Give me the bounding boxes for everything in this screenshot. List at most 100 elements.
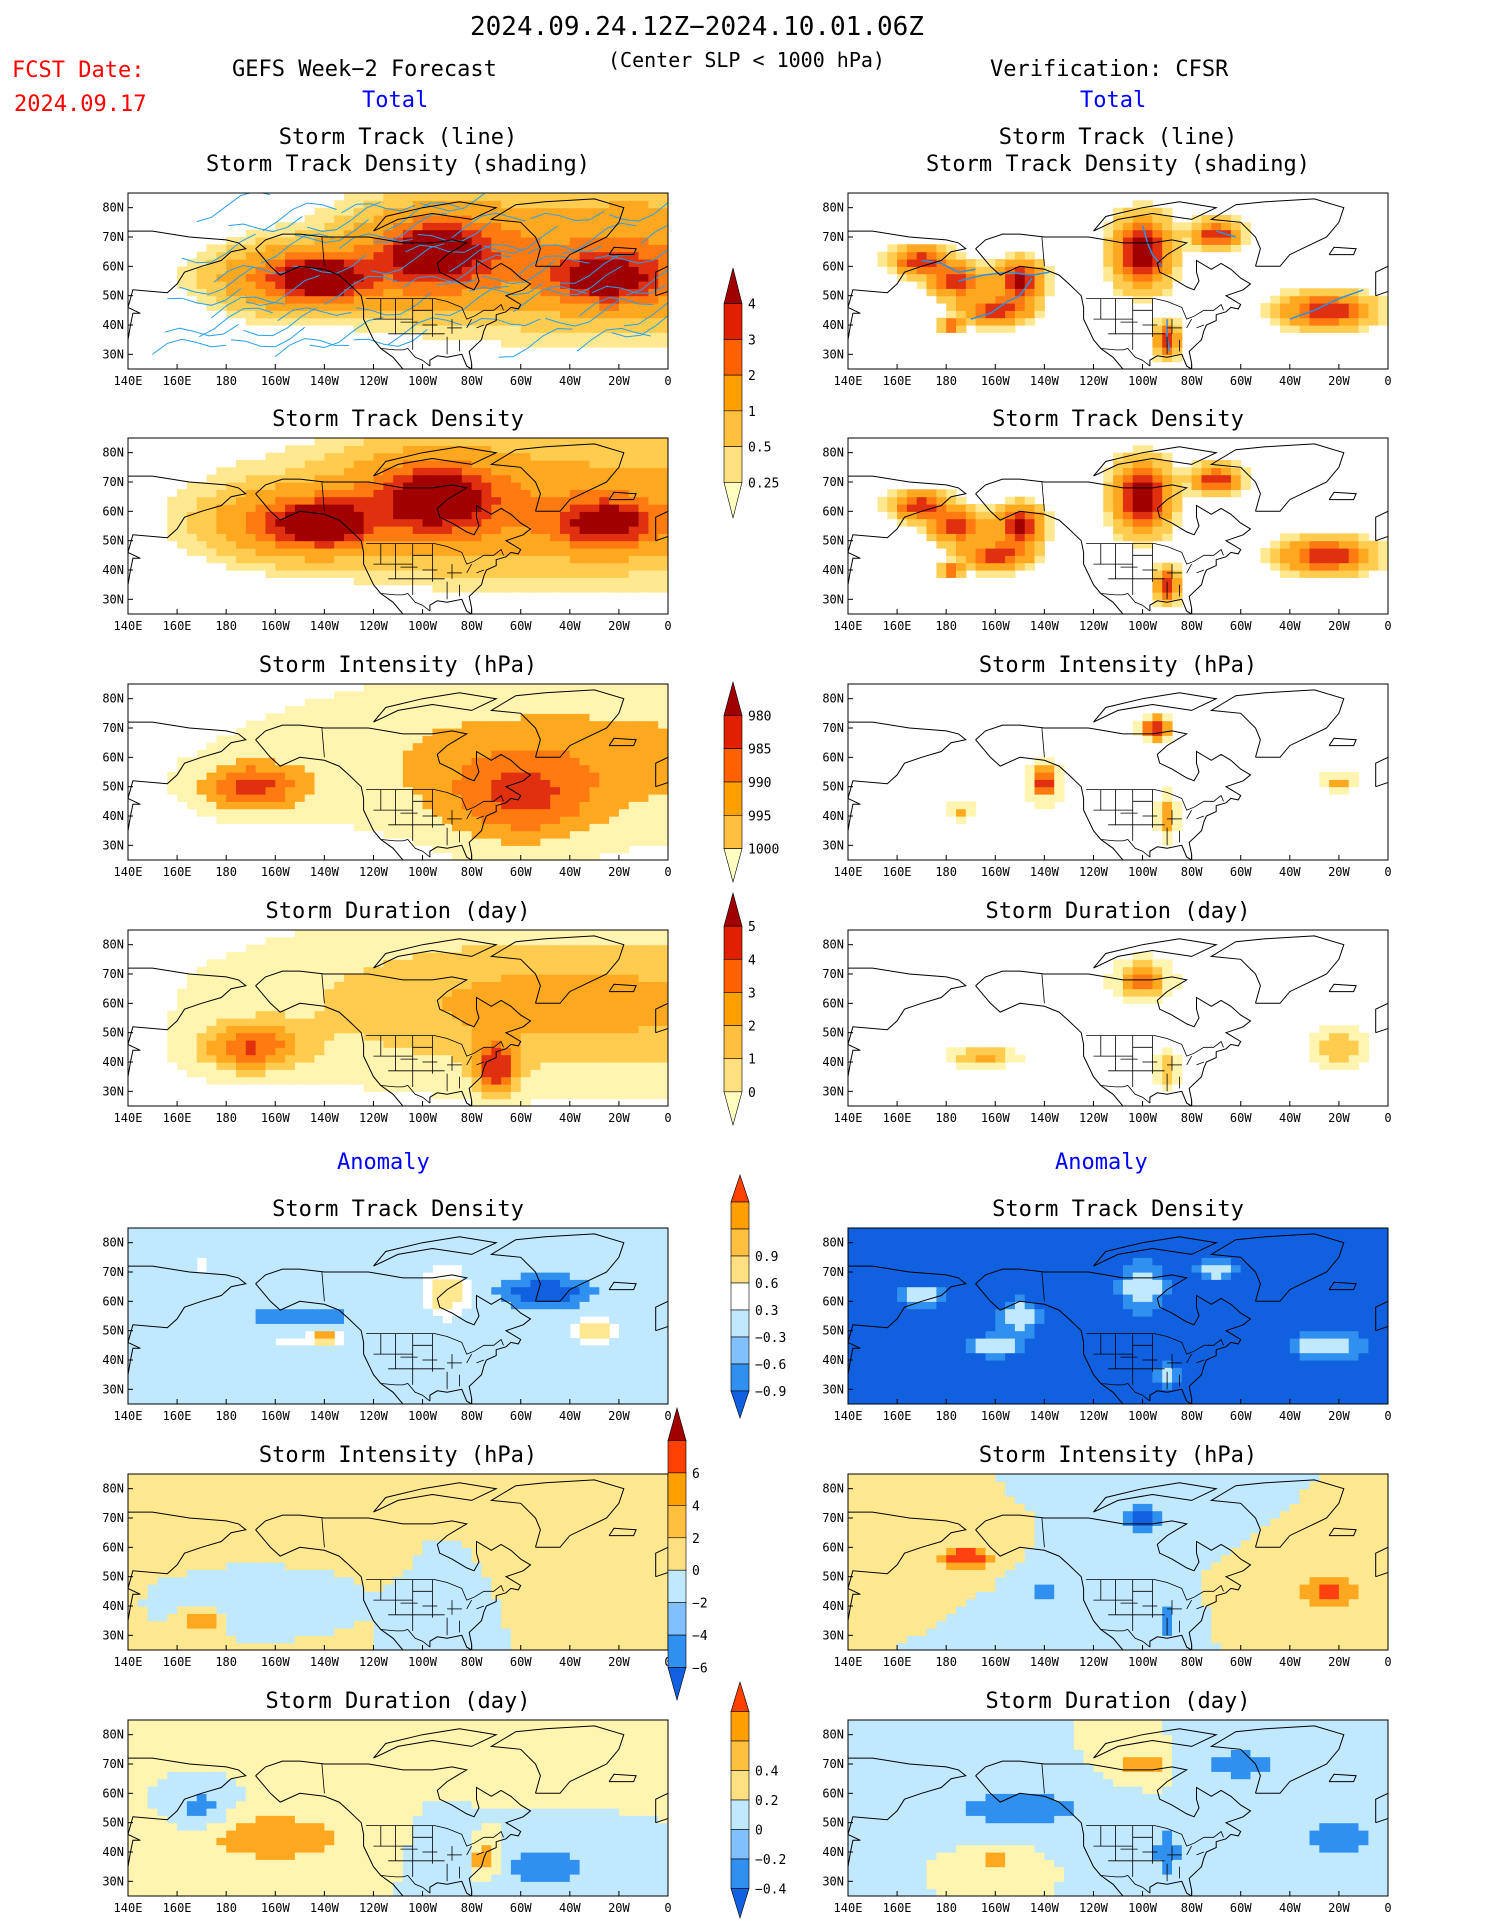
field-cell — [946, 548, 957, 556]
field-cell — [236, 816, 247, 824]
field-cell — [422, 288, 433, 297]
field-cell — [344, 207, 355, 216]
field-cell — [402, 720, 414, 729]
field-cell — [1368, 295, 1379, 304]
field-cell — [569, 1069, 581, 1078]
field-cell — [1162, 259, 1173, 267]
storm-track-line — [243, 307, 318, 337]
field-cell — [314, 779, 325, 788]
field-cell — [206, 1047, 217, 1056]
storm-track-line — [307, 201, 381, 232]
field-cell — [216, 467, 227, 476]
field-cell — [648, 764, 659, 773]
field-cell — [402, 540, 414, 549]
field-cell — [412, 981, 424, 990]
field-cell — [1024, 259, 1036, 267]
field-cell — [897, 251, 908, 260]
field-cell — [422, 684, 433, 692]
field-cell — [618, 1054, 630, 1063]
field-cell — [353, 988, 365, 997]
field-cell — [334, 438, 345, 446]
lat-tick-label: 80N — [102, 201, 124, 215]
field-cell — [314, 981, 325, 990]
field-cell — [530, 838, 541, 846]
field-cell — [609, 1032, 620, 1041]
field-cell — [530, 698, 541, 707]
field-cell — [628, 438, 640, 446]
field-cell — [383, 317, 394, 326]
field-cell — [550, 244, 561, 253]
field-cell — [618, 720, 630, 729]
field-cell — [628, 713, 640, 722]
field-cell — [216, 1062, 227, 1070]
field-cell — [491, 684, 502, 692]
field-cell — [540, 207, 551, 216]
field-cell — [432, 1025, 443, 1034]
field-cell — [985, 295, 996, 304]
map-frame — [847, 437, 1389, 615]
field-cell — [452, 251, 463, 260]
field-cell — [255, 1062, 266, 1070]
field-cell — [550, 237, 561, 245]
field-cell — [275, 988, 286, 997]
field-cell — [324, 467, 335, 476]
field-cell — [442, 193, 453, 201]
field-cell — [206, 482, 217, 490]
field-cell — [1005, 251, 1016, 260]
lon-tick-label: 180 — [215, 374, 237, 388]
field-cell — [501, 251, 512, 260]
field-cell — [658, 691, 668, 700]
lat-tick-label: 50N — [822, 534, 844, 548]
field-cell — [245, 952, 257, 960]
field-cell — [530, 310, 541, 319]
lat-tick-label: 80N — [822, 446, 844, 460]
field-cell — [579, 706, 590, 714]
field-cell — [196, 489, 208, 498]
field-cell — [1289, 303, 1301, 311]
field-cell — [648, 548, 659, 556]
field-cell — [402, 988, 414, 997]
field-cell — [491, 526, 502, 534]
field-cell — [520, 562, 532, 571]
field-cell — [245, 229, 257, 238]
field-cell — [916, 259, 928, 267]
field-cell — [334, 496, 345, 505]
storm-track-line — [434, 285, 509, 317]
field-cell — [540, 460, 551, 468]
field-cell — [344, 794, 355, 802]
lat-tick-label: 30N — [822, 347, 844, 361]
field-cell — [344, 786, 355, 795]
field-cell — [226, 555, 237, 564]
field-cell — [1034, 772, 1045, 780]
field-cell — [255, 966, 266, 975]
field-cell — [1113, 518, 1124, 527]
field-cell — [442, 1025, 453, 1034]
field-cell — [501, 460, 512, 468]
lon-tick-label: 140W — [310, 865, 340, 879]
field-cell — [1152, 273, 1163, 282]
field-cell — [236, 244, 247, 253]
field-cell — [658, 772, 668, 780]
field-cell — [285, 548, 296, 556]
field-cell — [1024, 310, 1036, 319]
field-cell — [1014, 518, 1026, 527]
lat-tick-label: 60N — [102, 259, 124, 273]
field-cell — [334, 764, 345, 773]
field-cell — [206, 757, 217, 766]
lat-tick-label: 60N — [822, 259, 844, 273]
field-cell — [432, 303, 443, 311]
field-cell — [471, 952, 482, 960]
field-cell — [216, 801, 227, 810]
field-cell — [1230, 482, 1242, 490]
field-cell — [589, 584, 600, 593]
field-cell — [245, 482, 257, 490]
field-cell — [353, 801, 365, 810]
field-cell — [579, 533, 590, 542]
field-cell — [461, 207, 473, 216]
field-cell — [1005, 288, 1016, 297]
field-cell — [226, 779, 237, 788]
field-cell — [491, 691, 502, 700]
field-cell — [344, 281, 355, 289]
field-cell — [177, 1047, 188, 1056]
